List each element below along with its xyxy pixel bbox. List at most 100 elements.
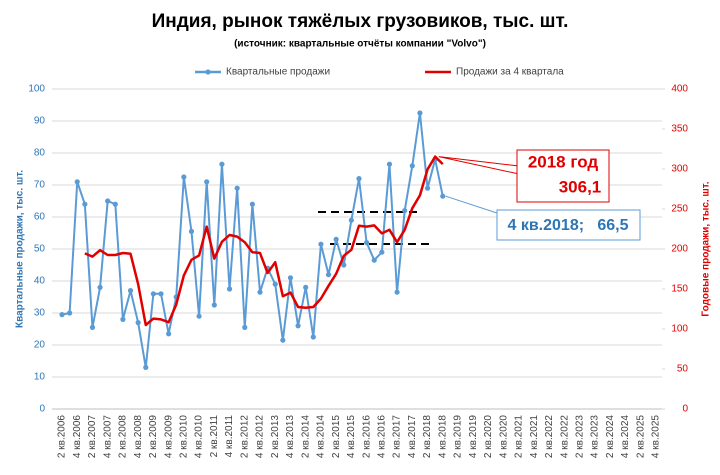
- y-tick-label: 70: [34, 180, 46, 191]
- y2-tick-label: 350: [671, 124, 688, 135]
- data-point: [127, 288, 134, 294]
- x-tick-label: 2 кв.2024: [605, 415, 616, 458]
- chart-subtitle: (источник: квартальные отчёты компании "…: [234, 39, 486, 50]
- data-point: [341, 262, 347, 268]
- x-tick-label: 2 кв.2012: [239, 415, 250, 458]
- data-point: [356, 176, 362, 182]
- annotation: 306,1: [559, 177, 602, 196]
- legend-label: Квартальные продажи: [226, 67, 330, 78]
- x-tick-label: 2 кв.2008: [118, 415, 129, 458]
- x-tick-label: 2 кв.2020: [483, 415, 494, 458]
- data-point: [120, 316, 126, 322]
- data-point: [310, 334, 316, 340]
- data-point: [409, 163, 415, 169]
- data-point: [371, 257, 377, 263]
- data-point: [67, 310, 73, 316]
- data-point: [143, 364, 149, 370]
- x-tick-label: 4 кв.2018: [437, 415, 448, 458]
- legend-label: Продажи за 4 квартала: [456, 67, 564, 78]
- data-point: [295, 323, 301, 329]
- data-point: [211, 302, 217, 308]
- data-point: [272, 281, 278, 287]
- x-tick-label: 2 кв.2007: [87, 415, 98, 458]
- x-tick-label: 4 кв.2020: [498, 415, 509, 458]
- x-tick-label: 2 кв.2019: [453, 415, 464, 458]
- data-point: [196, 313, 202, 319]
- y2-tick-label: 300: [671, 164, 688, 175]
- x-tick-label: 2 кв.2014: [300, 415, 311, 458]
- x-tick-label: 2 кв.2025: [635, 415, 646, 458]
- data-point: [59, 312, 65, 318]
- y-tick-label: 40: [34, 276, 46, 287]
- y-tick-label: 100: [28, 84, 45, 95]
- x-tick-label: 2 кв.2021: [514, 415, 525, 458]
- y2-tick-label: 150: [671, 284, 688, 295]
- data-point: [112, 201, 118, 207]
- data-point: [287, 275, 294, 281]
- y-tick-label: 10: [34, 372, 46, 383]
- x-tick-label: 2 кв.2013: [270, 415, 281, 458]
- data-point: [242, 324, 248, 330]
- x-tick-label: 4 кв.2010: [194, 415, 205, 458]
- data-point: [303, 284, 309, 290]
- data-point: [348, 217, 354, 223]
- y-tick-label: 0: [39, 404, 45, 415]
- x-tick-label: 2 кв.2009: [148, 415, 159, 458]
- y2-tick-label: 0: [682, 404, 688, 415]
- callout-line: [438, 156, 520, 175]
- x-tick-label: 4 кв.2006: [72, 415, 83, 458]
- callout-box: [496, 209, 641, 241]
- y2-tick-label: 50: [677, 364, 689, 375]
- x-tick-label: 2 кв.2011: [209, 415, 220, 458]
- x-tick-label: 4 кв.2015: [346, 415, 357, 458]
- y-tick-label: 20: [34, 340, 46, 351]
- data-point: [280, 337, 286, 343]
- y-tick-label: 80: [34, 148, 46, 159]
- data-point: [318, 241, 324, 247]
- data-point: [181, 174, 187, 180]
- y2-tick-label: 100: [671, 324, 688, 335]
- series-line: [61, 112, 444, 369]
- x-tick-label: 4 кв.2023: [590, 415, 601, 458]
- data-point: [386, 161, 393, 167]
- x-tick-label: 2 кв.2016: [361, 415, 372, 458]
- data-point: [150, 291, 156, 297]
- x-tick-label: 2 кв.2017: [392, 415, 403, 458]
- data-point: [394, 289, 400, 295]
- chart-title: Индия, рынок тяжёлых грузовиков, тыс. шт…: [152, 11, 569, 32]
- y2-axis-label: Годовые продажи, тыс. шт.: [701, 181, 712, 316]
- data-point: [219, 161, 225, 167]
- data-point: [82, 201, 88, 207]
- callout-line: [445, 195, 501, 220]
- data-point: [135, 320, 141, 326]
- y2-tick-label: 250: [671, 204, 688, 215]
- data-point: [417, 110, 423, 116]
- y2-tick-label: 400: [671, 84, 688, 95]
- data-point: [89, 324, 96, 330]
- annotation: 2018 год: [528, 152, 599, 171]
- data-point: [402, 208, 408, 214]
- data-point: [234, 185, 240, 191]
- x-tick-label: 4 кв.2008: [133, 415, 144, 458]
- data-point: [74, 179, 80, 185]
- legend-marker: [205, 69, 211, 75]
- y-axis-label: Квартальные продажи, тыс. шт.: [15, 170, 26, 328]
- y-tick-label: 60: [34, 212, 46, 223]
- data-point: [325, 272, 332, 278]
- data-point: [226, 286, 233, 292]
- annotation: 4 кв.2018; 66,5: [507, 217, 628, 234]
- x-tick-label: 2 кв.2006: [57, 415, 68, 458]
- data-point: [166, 331, 172, 337]
- x-tick-label: 4 кв.2011: [224, 415, 235, 458]
- data-point: [440, 193, 446, 199]
- x-tick-label: 4 кв.2014: [316, 415, 327, 458]
- x-tick-label: 4 кв.2016: [376, 415, 387, 458]
- x-tick-label: 4 кв.2025: [651, 415, 662, 458]
- y-tick-label: 50: [34, 244, 46, 255]
- data-point: [188, 228, 195, 234]
- data-point: [424, 185, 431, 191]
- data-point: [379, 249, 385, 255]
- data-point: [204, 179, 210, 185]
- x-tick-label: 4 кв.2007: [102, 415, 113, 458]
- data-point: [97, 284, 103, 290]
